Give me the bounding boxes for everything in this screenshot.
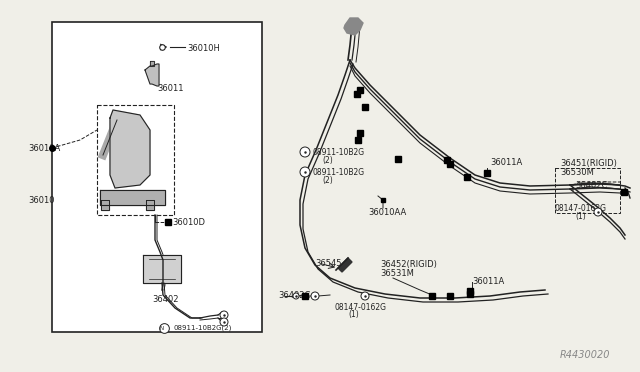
Circle shape [293, 293, 299, 299]
Text: (1): (1) [348, 311, 359, 320]
Text: (1): (1) [575, 212, 586, 221]
Circle shape [300, 147, 310, 157]
Text: 36011: 36011 [157, 83, 184, 93]
Text: 36402: 36402 [152, 295, 179, 305]
Text: 36452(RIGID): 36452(RIGID) [380, 260, 437, 269]
Text: 08147-0162G: 08147-0162G [335, 302, 387, 311]
Polygon shape [344, 18, 363, 35]
Polygon shape [143, 255, 181, 283]
Text: 36402C: 36402C [278, 291, 310, 299]
Circle shape [594, 208, 602, 216]
Bar [52, 22, 262, 332]
Text: (2): (2) [322, 176, 333, 185]
Polygon shape [145, 64, 159, 86]
Circle shape [361, 292, 369, 300]
Text: 36451(RIGID): 36451(RIGID) [560, 158, 617, 167]
Polygon shape [146, 200, 154, 210]
Text: 08911-10B2G(2): 08911-10B2G(2) [174, 325, 232, 331]
Text: 36531M: 36531M [380, 269, 414, 279]
Circle shape [311, 292, 319, 300]
Text: 36011A: 36011A [490, 157, 522, 167]
Polygon shape [110, 110, 150, 188]
Bar [555, 168, 620, 213]
Polygon shape [338, 258, 352, 272]
Polygon shape [101, 200, 109, 210]
Text: 08911-10B2G: 08911-10B2G [313, 167, 365, 176]
Text: (2): (2) [322, 155, 333, 164]
Text: 36010A: 36010A [28, 144, 60, 153]
Text: N: N [160, 326, 164, 330]
Circle shape [300, 167, 310, 177]
Text: 36011A: 36011A [472, 278, 504, 286]
Text: 08911-10B2G: 08911-10B2G [313, 148, 365, 157]
Text: 36010AA: 36010AA [368, 208, 406, 217]
Text: 36010H: 36010H [187, 44, 220, 52]
Circle shape [220, 318, 228, 326]
Bar [97, 105, 174, 215]
Polygon shape [150, 61, 154, 66]
Circle shape [220, 311, 228, 319]
Text: 36402C: 36402C [575, 180, 607, 189]
Text: 36010: 36010 [28, 196, 54, 205]
Text: R4430020: R4430020 [560, 350, 611, 360]
Text: 36545: 36545 [315, 259, 342, 267]
Polygon shape [100, 190, 165, 205]
Text: 36530M: 36530M [560, 167, 594, 176]
Text: 08147-0162G: 08147-0162G [555, 203, 607, 212]
Text: 36010D: 36010D [172, 218, 205, 227]
